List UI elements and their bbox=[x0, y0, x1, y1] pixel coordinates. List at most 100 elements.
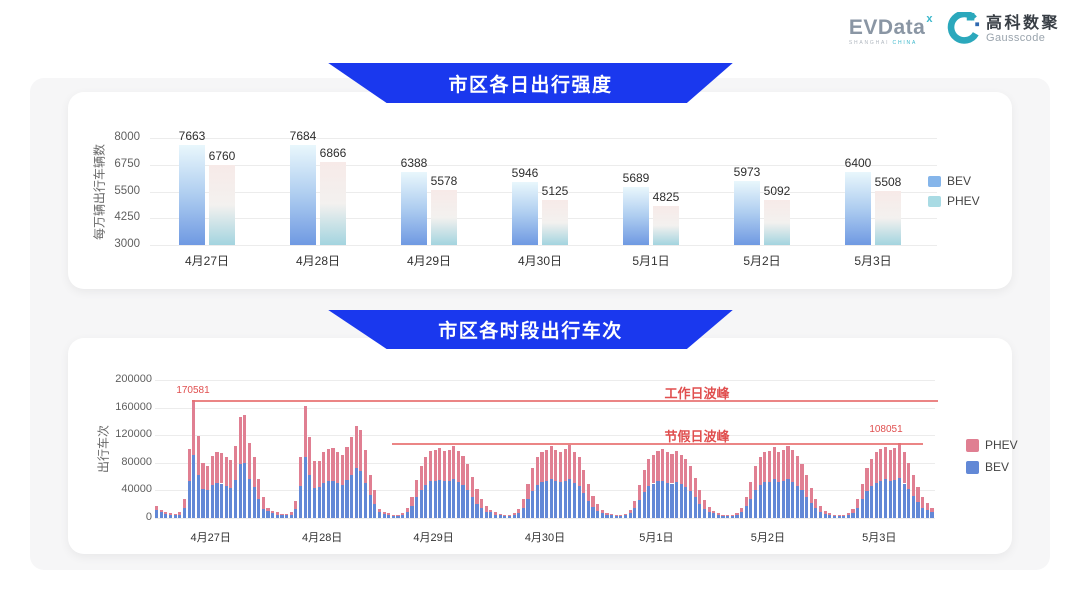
stack-bar-phev-5月2日-h16[interactable] bbox=[786, 445, 790, 479]
stack-bar-phev-5月2日-h7[interactable] bbox=[744, 497, 748, 507]
stack-bar-bev-5月1日-h20[interactable] bbox=[693, 497, 697, 518]
stack-bar-bev-4月27日-h1[interactable] bbox=[159, 512, 163, 518]
stack-bar-phev-4月29日-h22[interactable] bbox=[480, 498, 484, 509]
stack-bar-bev-5月3日-h9[interactable] bbox=[865, 491, 869, 518]
stack-bar-phev-4月27日-h12[interactable] bbox=[210, 455, 214, 485]
stack-bar-phev-5月2日-h21[interactable] bbox=[809, 487, 813, 503]
stack-bar-phev-4月28日-h7[interactable] bbox=[298, 457, 303, 486]
stack-bar-phev-5月1日-h18[interactable] bbox=[684, 459, 688, 487]
stack-bar-bev-4月28日-h8[interactable] bbox=[303, 457, 307, 518]
stack-bar-bev-5月1日-h9[interactable] bbox=[642, 491, 646, 518]
stack-bar-bev-4月27日-h19[interactable] bbox=[243, 462, 247, 518]
stack-bar-phev-4月30日-h3[interactable] bbox=[503, 514, 507, 516]
stack-bar-bev-4月28日-h12[interactable] bbox=[322, 482, 326, 518]
stack-bar-phev-5月1日-h16[interactable] bbox=[675, 451, 679, 483]
stack-bar-bev-4月28日-h23[interactable] bbox=[373, 504, 377, 518]
bar-bev-4月30日[interactable] bbox=[512, 181, 538, 245]
stack-bar-phev-4月27日-h17[interactable] bbox=[233, 446, 238, 481]
stack-bar-bev-5月1日-h15[interactable] bbox=[670, 483, 674, 518]
stack-bar-phev-5月2日-h1[interactable] bbox=[716, 513, 720, 516]
stack-bar-phev-4月30日-h6[interactable] bbox=[517, 509, 521, 514]
stack-bar-bev-5月1日-h23[interactable] bbox=[707, 512, 711, 518]
stack-bar-bev-4月28日-h17[interactable] bbox=[345, 480, 349, 518]
stack-bar-bev-5月3日-h8[interactable] bbox=[860, 499, 864, 518]
stack-bar-bev-5月2日-h0[interactable] bbox=[712, 513, 716, 518]
stack-bar-phev-5月3日-h10[interactable] bbox=[870, 458, 874, 487]
stack-bar-phev-5月2日-h3[interactable] bbox=[726, 514, 730, 516]
stack-bar-bev-4月29日-h16[interactable] bbox=[452, 478, 456, 518]
stack-bar-phev-4月27日-h5[interactable] bbox=[178, 512, 182, 515]
stack-bar-bev-4月28日-h5[interactable] bbox=[289, 514, 293, 518]
stack-bar-phev-4月27日-h20[interactable] bbox=[247, 443, 252, 479]
stack-bar-phev-4月28日-h5[interactable] bbox=[289, 512, 293, 515]
bar-phev-4月28日[interactable] bbox=[320, 162, 346, 245]
stack-bar-phev-4月27日-h0[interactable] bbox=[155, 506, 159, 511]
stack-bar-phev-4月29日-h0[interactable] bbox=[377, 509, 382, 513]
stack-bar-phev-4月30日-h23[interactable] bbox=[596, 504, 600, 512]
stack-bar-phev-5月2日-h17[interactable] bbox=[791, 450, 795, 483]
stack-bar-bev-5月1日-h6[interactable] bbox=[628, 513, 632, 518]
stack-bar-phev-5月3日-h4[interactable] bbox=[842, 514, 846, 516]
stack-bar-phev-4月28日-h8[interactable] bbox=[303, 405, 307, 458]
stack-bar-bev-5月1日-h5[interactable] bbox=[623, 515, 628, 518]
stack-bar-phev-4月28日-h17[interactable] bbox=[345, 446, 349, 481]
stack-bar-phev-5月3日-h9[interactable] bbox=[865, 468, 869, 492]
legend-item-bev[interactable]: BEV bbox=[928, 174, 980, 188]
stack-bar-phev-5月3日-h23[interactable] bbox=[930, 507, 934, 513]
stack-bar-bev-4月30日-h0[interactable] bbox=[489, 512, 493, 518]
stack-bar-phev-4月27日-h22[interactable] bbox=[257, 478, 261, 499]
stack-bar-phev-4月27日-h4[interactable] bbox=[173, 513, 177, 516]
stack-bar-phev-5月1日-h0[interactable] bbox=[600, 510, 604, 514]
stack-bar-bev-5月3日-h12[interactable] bbox=[879, 480, 883, 518]
stack-bar-phev-4月27日-h18[interactable] bbox=[238, 417, 242, 465]
stack-bar-bev-5月2日-h11[interactable] bbox=[763, 482, 767, 518]
stack-bar-phev-4月30日-h8[interactable] bbox=[526, 483, 530, 500]
stack-bar-bev-5月1日-h18[interactable] bbox=[684, 486, 688, 518]
stack-bar-bev-4月30日-h11[interactable] bbox=[540, 482, 544, 518]
stack-bar-bev-4月28日-h2[interactable] bbox=[275, 514, 279, 518]
stack-bar-bev-5月2日-h6[interactable] bbox=[740, 512, 744, 518]
stack-bar-bev-5月3日-h15[interactable] bbox=[893, 480, 897, 518]
stack-bar-phev-4月28日-h6[interactable] bbox=[294, 501, 298, 510]
stack-bar-phev-4月30日-h20[interactable] bbox=[582, 469, 586, 494]
stack-bar-bev-5月2日-h1[interactable] bbox=[716, 515, 720, 518]
stack-bar-phev-4月29日-h3[interactable] bbox=[391, 514, 395, 516]
stack-bar-phev-5月1日-h5[interactable] bbox=[623, 513, 628, 516]
stack-bar-bev-4月30日-h6[interactable] bbox=[517, 513, 521, 518]
stack-bar-phev-5月2日-h22[interactable] bbox=[814, 498, 818, 509]
stack-bar-phev-5月3日-h1[interactable] bbox=[828, 513, 832, 516]
stack-bar-bev-5月1日-h8[interactable] bbox=[637, 500, 642, 518]
stack-bar-phev-4月28日-h9[interactable] bbox=[308, 437, 312, 476]
stack-bar-phev-5月3日-h14[interactable] bbox=[888, 449, 892, 482]
stack-bar-phev-4月27日-h2[interactable] bbox=[164, 511, 168, 514]
stack-bar-phev-4月28日-h14[interactable] bbox=[331, 448, 335, 481]
legend-item-bev2[interactable]: BEV bbox=[966, 460, 1018, 474]
stack-bar-bev-4月30日-h13[interactable] bbox=[549, 478, 553, 518]
stack-bar-phev-5月2日-h23[interactable] bbox=[818, 506, 823, 512]
stack-bar-phev-5月3日-h7[interactable] bbox=[856, 498, 860, 508]
stack-bar-bev-4月29日-h2[interactable] bbox=[387, 515, 391, 518]
bar-phev-5月2日[interactable] bbox=[764, 200, 790, 245]
stack-bar-bev-5月2日-h23[interactable] bbox=[818, 511, 823, 518]
stack-bar-bev-4月30日-h1[interactable] bbox=[493, 514, 498, 518]
stack-bar-phev-5月3日-h17[interactable] bbox=[902, 452, 906, 484]
stack-bar-phev-4月27日-h9[interactable] bbox=[196, 435, 200, 476]
stack-bar-bev-5月1日-h3[interactable] bbox=[614, 515, 618, 518]
stack-bar-bev-4月27日-h21[interactable] bbox=[252, 486, 256, 518]
stack-bar-phev-5月1日-h19[interactable] bbox=[688, 466, 693, 492]
stack-bar-phev-4月27日-h10[interactable] bbox=[201, 462, 205, 490]
stack-bar-phev-4月28日-h22[interactable] bbox=[368, 474, 372, 496]
stack-bar-phev-4月29日-h7[interactable] bbox=[410, 497, 414, 507]
stack-bar-bev-4月28日-h4[interactable] bbox=[285, 515, 289, 518]
stack-bar-phev-4月29日-h5[interactable] bbox=[401, 513, 405, 516]
stack-bar-bev-5月2日-h4[interactable] bbox=[730, 515, 734, 518]
stack-bar-bev-5月3日-h4[interactable] bbox=[842, 515, 846, 518]
stack-bar-phev-5月2日-h6[interactable] bbox=[740, 508, 744, 513]
stack-bar-bev-4月27日-h15[interactable] bbox=[224, 485, 228, 518]
stack-bar-bev-4月29日-h3[interactable] bbox=[391, 515, 395, 518]
bar-bev-4月28日[interactable] bbox=[290, 144, 316, 245]
stack-bar-bev-4月27日-h4[interactable] bbox=[173, 515, 177, 518]
stack-bar-phev-5月2日-h15[interactable] bbox=[781, 449, 785, 482]
stack-bar-bev-4月30日-h21[interactable] bbox=[586, 500, 590, 518]
stack-bar-bev-4月30日-h3[interactable] bbox=[503, 515, 507, 518]
